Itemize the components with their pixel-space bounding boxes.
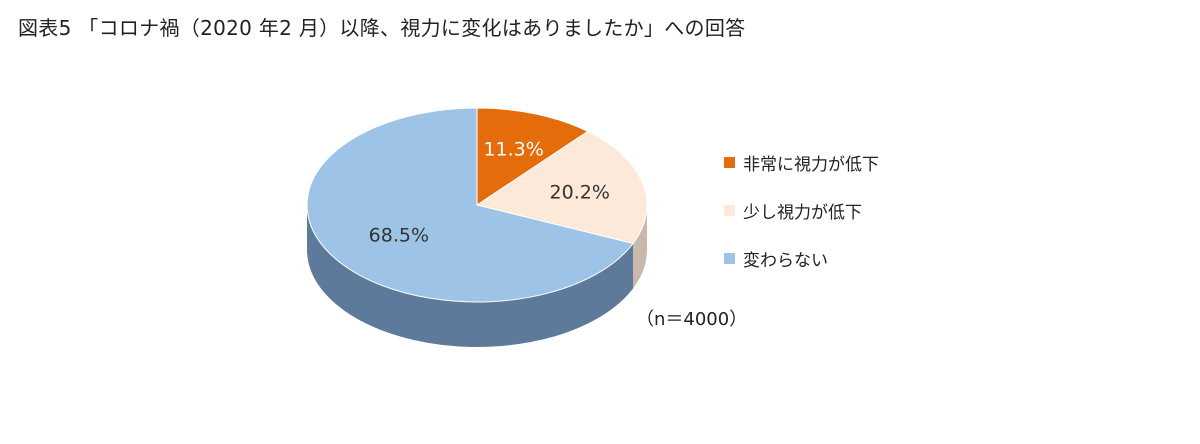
legend-item: 変わらない [724, 246, 879, 271]
pie-slice-side [307, 205, 634, 348]
sample-size-note: （n＝4000） [636, 309, 748, 330]
pie-data-label: 11.3% [483, 139, 543, 161]
pie-data-label: 20.2% [550, 182, 610, 204]
legend-item: 非常に視力が低下 [724, 150, 879, 175]
pie-slices [306, 107, 648, 303]
legend-item: 少し視力が低下 [724, 198, 879, 223]
legend-swatch [724, 252, 735, 264]
chart-title: 図表5 「コロナ禍（2020 年2 月）以降、視力に変化はありましたか」への回答 [18, 16, 746, 40]
pie-slice [475, 130, 648, 245]
legend-swatch [724, 156, 735, 168]
legend-label: 変わらない [743, 250, 828, 271]
pie-data-labels: 11.3% 20.2% 68.5% [369, 139, 610, 247]
legend-swatch [724, 204, 735, 216]
legend: 非常に視力が低下 少し視力が低下 変わらない [724, 150, 879, 294]
pie-slice [476, 107, 589, 206]
pie-slice [306, 107, 634, 303]
pie-data-label: 68.5% [369, 224, 429, 246]
legend-label: 非常に視力が低下 [743, 154, 879, 175]
legend-label: 少し視力が低下 [743, 202, 862, 223]
